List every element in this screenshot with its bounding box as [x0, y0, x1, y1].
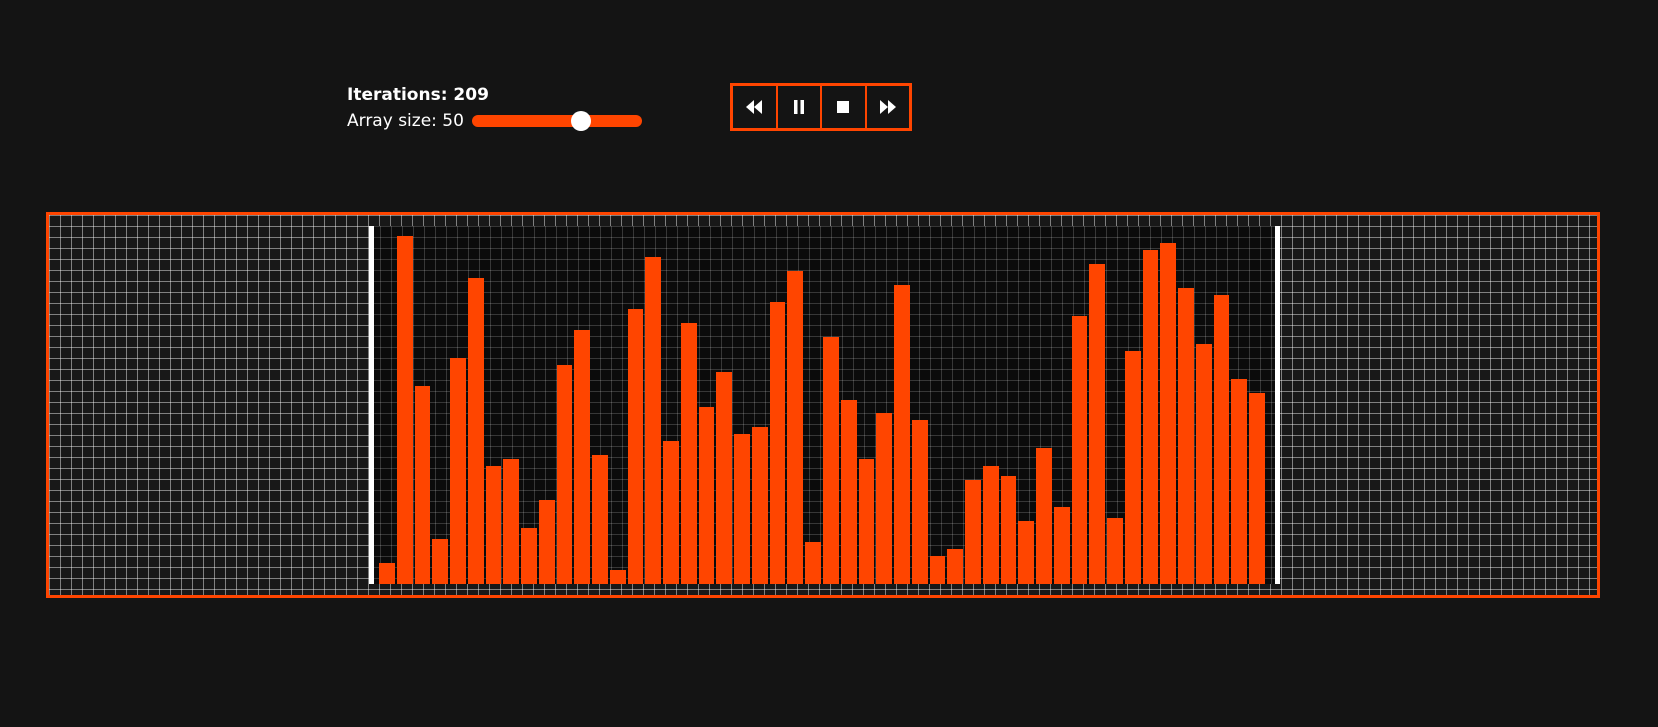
array-bar [396, 236, 413, 584]
fast-forward-icon [879, 100, 896, 114]
rewind-icon [746, 100, 763, 114]
array-bar [538, 500, 555, 584]
left-boundary-marker [369, 226, 374, 584]
array-bar [521, 528, 537, 584]
array-bar [1178, 288, 1194, 584]
array-bar [1036, 448, 1052, 584]
array-bar [876, 413, 893, 584]
array-bar [1195, 343, 1212, 584]
array-bar [805, 542, 821, 584]
stop-icon [837, 101, 850, 113]
slider-track[interactable] [471, 115, 642, 127]
pause-icon [793, 100, 804, 114]
array-bar [485, 465, 502, 584]
bars-area [369, 226, 1275, 584]
array-bar [840, 399, 857, 584]
array-bar [450, 357, 466, 584]
array-bar [698, 406, 715, 584]
array-bar [680, 323, 697, 584]
array-bar [627, 309, 644, 584]
array-bar [379, 563, 395, 584]
array-bar [414, 385, 431, 584]
playback-controls [730, 83, 912, 131]
iterations-counter: Iterations: 209 [347, 85, 489, 105]
array-bar [663, 441, 679, 584]
array-bar [1249, 392, 1265, 584]
array-bar [734, 434, 750, 584]
array-bar [574, 329, 591, 584]
array-bar [645, 256, 662, 584]
array-bar [1231, 378, 1248, 584]
array-bar [929, 556, 946, 584]
array-bar [823, 336, 839, 584]
array-bar [751, 427, 768, 584]
array-bar [1089, 263, 1106, 584]
array-bar [503, 458, 520, 584]
array-bar [1142, 249, 1159, 584]
array-bar [858, 458, 875, 584]
array-bar [556, 364, 573, 584]
array-bar [1124, 350, 1141, 584]
array-bar [1071, 316, 1088, 584]
slider-thumb[interactable] [570, 111, 591, 131]
pause-button[interactable] [778, 86, 822, 128]
array-bar [769, 302, 786, 584]
array-bar [965, 479, 981, 584]
array-bar [1018, 521, 1035, 584]
array-bar [894, 284, 910, 584]
array-bar [432, 538, 449, 584]
fast-forward-button[interactable] [867, 86, 910, 128]
array-bar [467, 277, 484, 584]
array-bar [1213, 295, 1230, 584]
array-size-row: Array size: 50 [347, 107, 647, 135]
rewind-button[interactable] [733, 86, 778, 128]
right-boundary-marker [1275, 226, 1280, 584]
array-bar [716, 371, 733, 584]
array-bar [1000, 476, 1017, 584]
stop-button[interactable] [822, 86, 867, 128]
array-visualizer [46, 212, 1600, 598]
array-size-label: Array size: 50 [347, 111, 464, 131]
array-bar [982, 465, 999, 584]
array-size-slider[interactable] [471, 111, 642, 131]
array-bar [911, 420, 928, 584]
array-bar [787, 270, 804, 584]
array-bar [1160, 242, 1177, 584]
array-bar [947, 549, 964, 584]
controls-panel: Iterations: 209 Array size: 50 [347, 83, 647, 135]
array-bar [1107, 517, 1123, 584]
array-bar [609, 570, 626, 584]
array-bar [1053, 507, 1070, 584]
array-bar [592, 455, 608, 584]
